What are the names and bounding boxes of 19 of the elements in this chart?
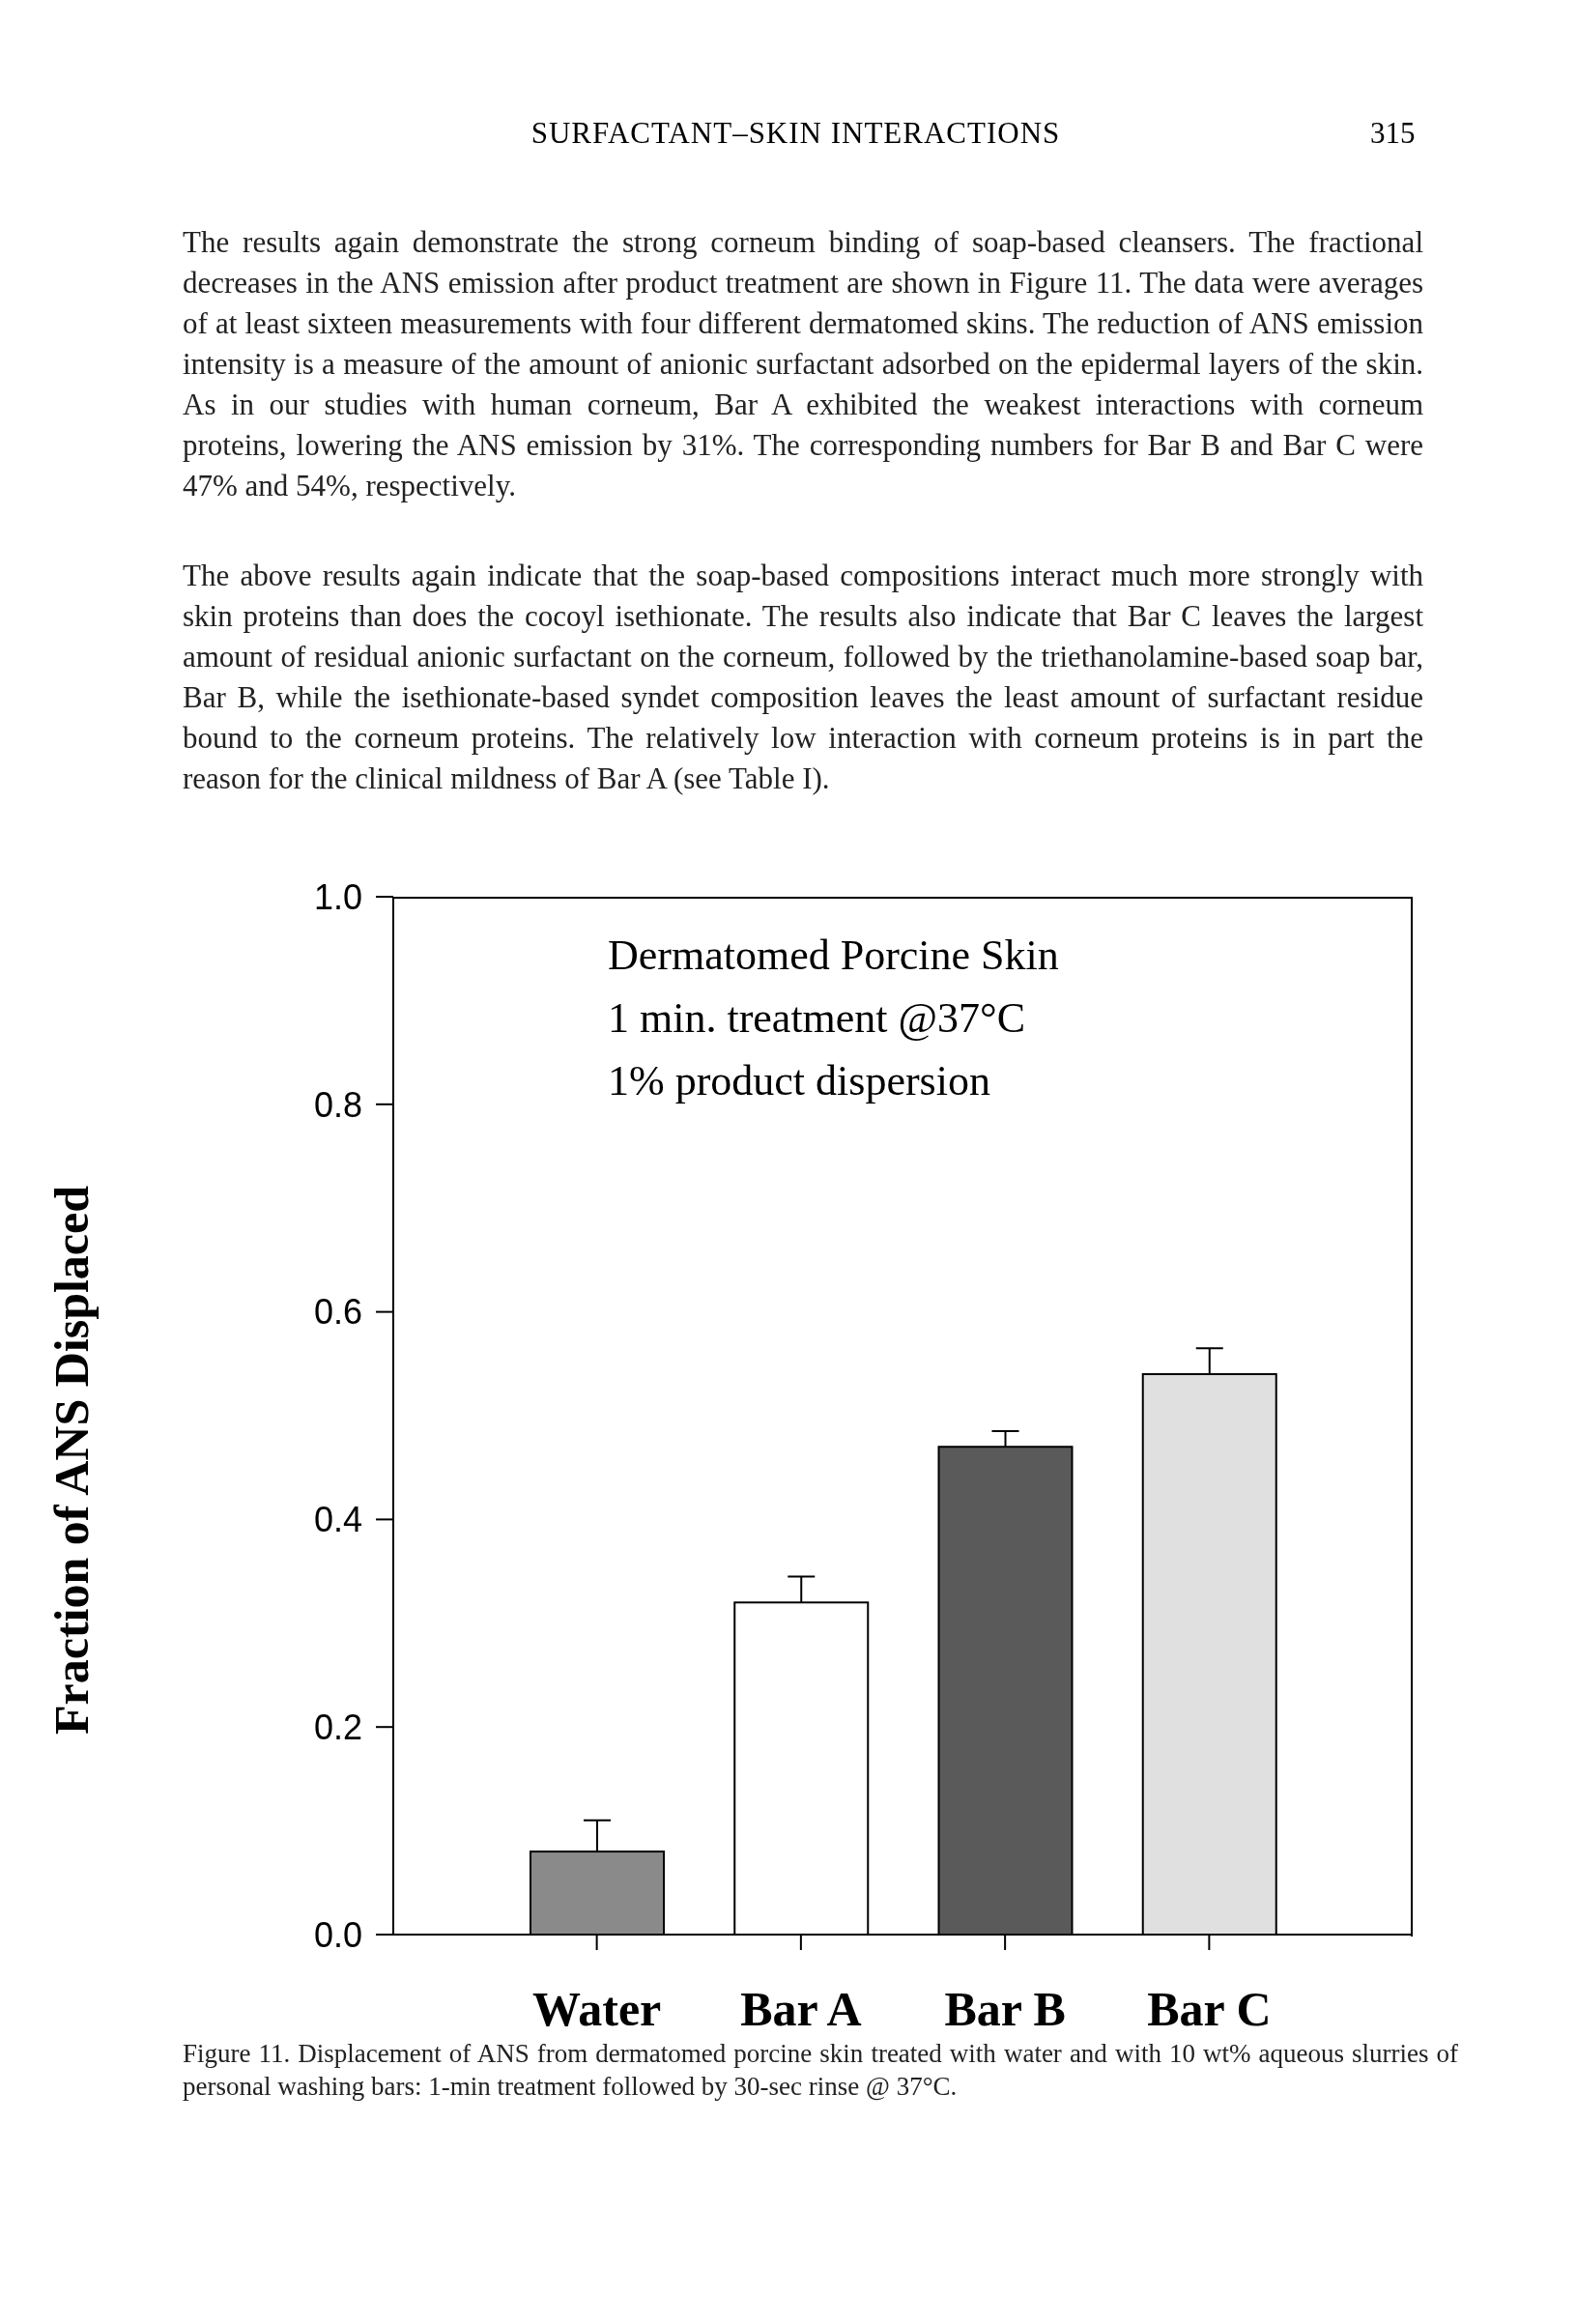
- y-tick-label: 1.0: [313, 876, 362, 917]
- x-tick-label: Water: [531, 1981, 662, 2036]
- y-tick-label: 0.0: [313, 1914, 362, 1955]
- annotation: Dermatomed Porcine Skin: [608, 931, 1059, 981]
- y-axis-title: Fraction of ANS Displaced: [43, 1185, 99, 1735]
- x-tick-label: Bar B: [944, 1981, 1066, 2036]
- text: The results again demonstrate the strong corneum binding of soap-based cleansers. The fractional decreases in the ANS emission after product treatment are shown in Figure 11. The data were averages of at least sixteen measurements with four different dermatomed skins. The reduction of ANS emission intensity is a measure of the amount of anionic surfactant adsorbed on the epidermal layers of the skin. As in our studies with human corneum, Bar A exhibited the weakest interactions with corneum proteins, lowering the ANS emission by 31%. The corresponding numbers for Bar B and Bar C were 47% and 54%, respectively.: [183, 224, 1423, 504]
- caption: Figure 11. Displacement of ANS from dermatomed porcine skin treated with water and with 10 wt% aqueous slurries of personal washing bars: 1-min treatment followed by 30-sec rinse @ 37°C.: [183, 2038, 1458, 2103]
- x-tick-label: Bar A: [740, 1981, 862, 2036]
- x-tick-label: Bar C: [1147, 1981, 1272, 2036]
- text: The above results again indicate that the soap-based compositions interact much more strongly with skin proteins than does the cocoyl isethionate. The results also indicate that Bar C leaves the largest amount of residual anionic surfactant on the corneum, followed by the triethanolamine-based soap bar, Bar B, while the isethionate-based syndet composition leaves the least amount of surfactant residue bound to the corneum proteins. The relatively low interaction with corneum proteins is in part the reason for the clinical mildness of Bar A (see Table I).: [183, 558, 1423, 797]
- text: 315: [1370, 116, 1416, 151]
- annotation: 1 min. treatment @37°C: [608, 993, 1027, 1044]
- text: SURFACTANT–SKIN INTERACTIONS: [530, 116, 1061, 150]
- y-tick-label: 0.6: [313, 1292, 362, 1333]
- y-tick-label: 0.2: [313, 1707, 362, 1747]
- y-tick-label: 0.8: [313, 1084, 362, 1125]
- annotation: 1% product dispersion: [608, 1056, 991, 1106]
- y-tick-label: 0.4: [313, 1500, 362, 1540]
